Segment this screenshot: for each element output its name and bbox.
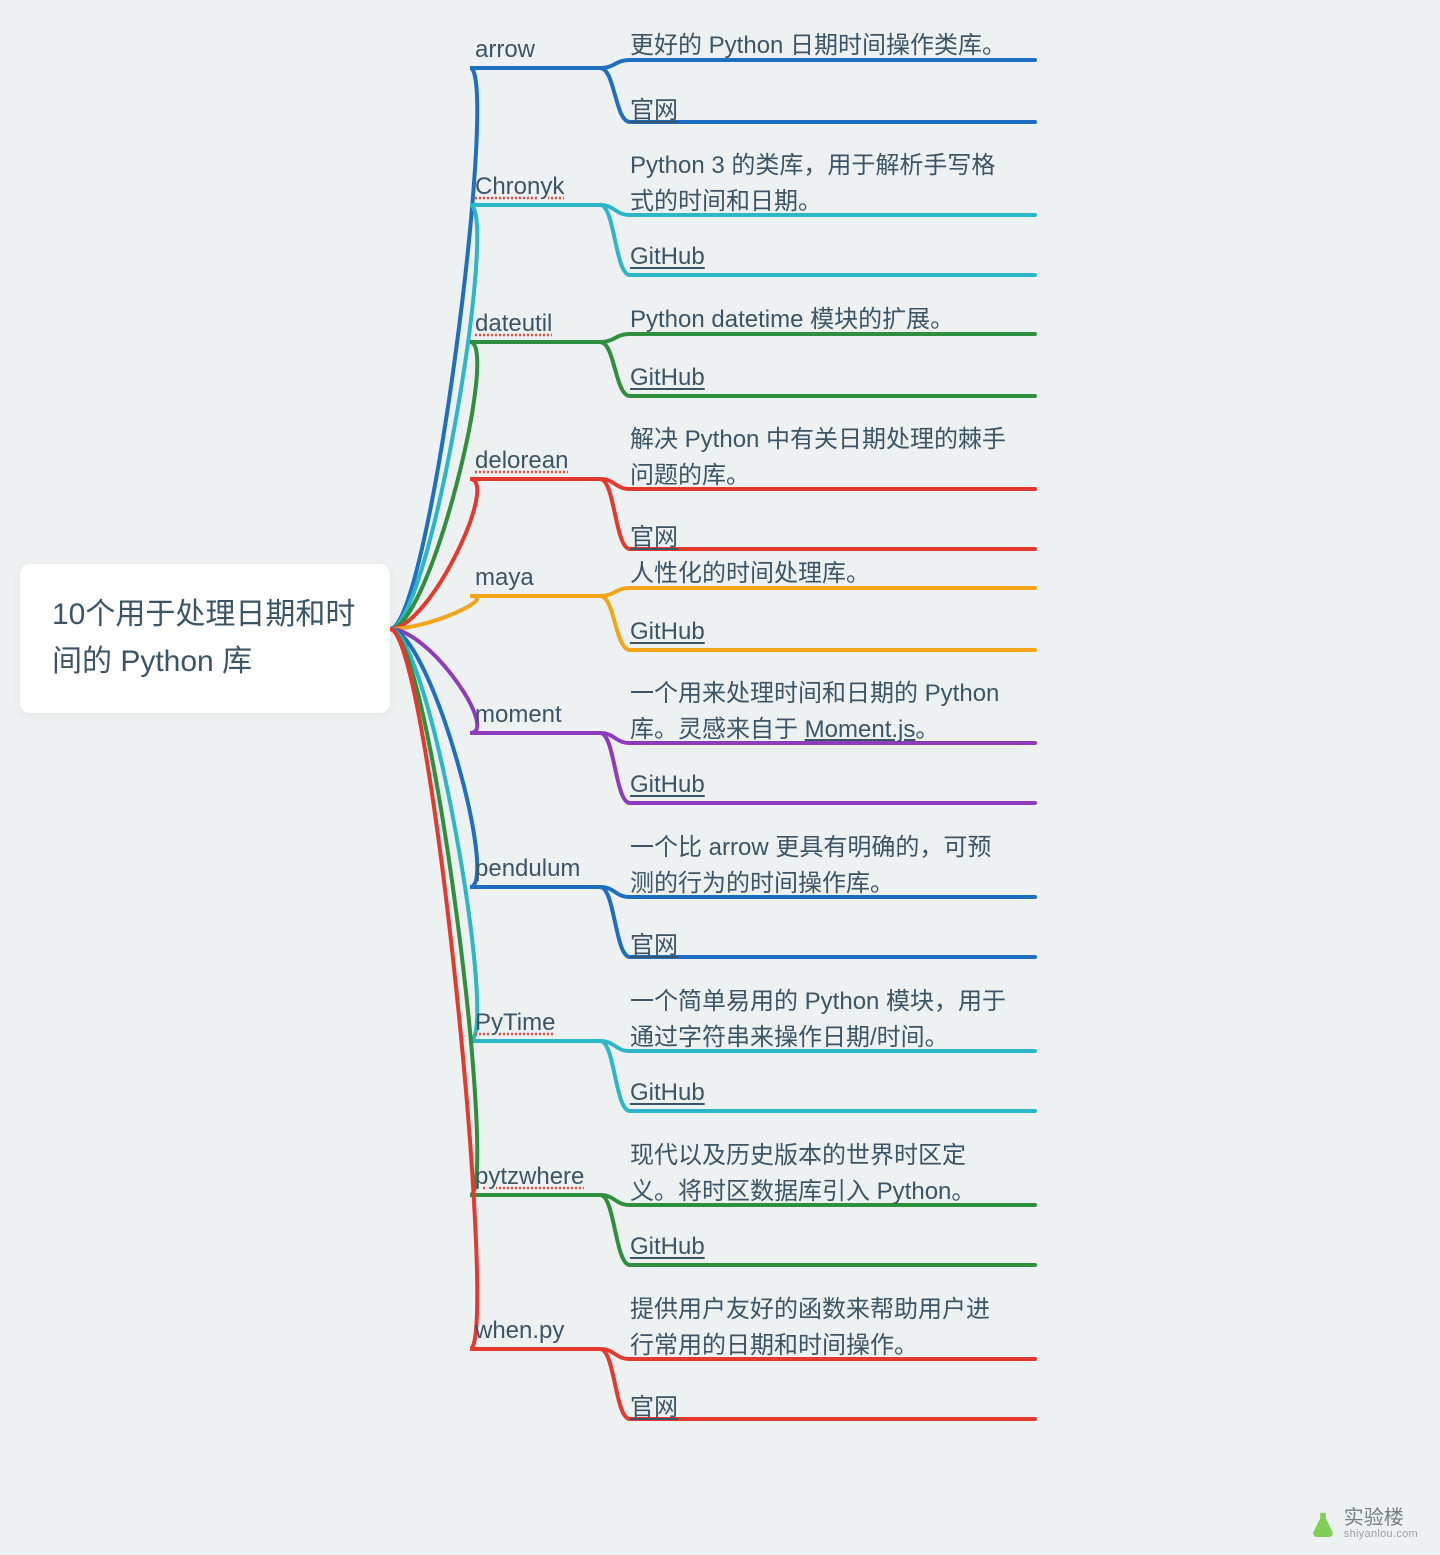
branch-label-pytzwhere: pytzwhere	[475, 1163, 584, 1191]
branch-desc: 解决 Python 中有关日期处理的棘手问题的库。	[630, 422, 1010, 494]
branch-desc: 一个简单易用的 Python 模块，用于通过字符串来操作日期/时间。	[630, 984, 1010, 1056]
branch-desc: 提供用户友好的函数来帮助用户进行常用的日期和时间操作。	[630, 1292, 1010, 1364]
branch-link[interactable]: GitHub	[630, 771, 705, 799]
branch-desc: 一个比 arrow 更具有明确的，可预测的行为的时间操作库。	[630, 830, 1010, 902]
branch-desc: Python 3 的类库，用于解析手写格式的时间和日期。	[630, 148, 1010, 220]
branch-label-arrow: arrow	[475, 36, 535, 64]
branch-label-when.py: when.py	[475, 1317, 564, 1345]
branch-desc: 人性化的时间处理库。	[630, 556, 870, 592]
branch-link[interactable]: GitHub	[630, 1233, 705, 1261]
branch-link[interactable]: 官网	[630, 90, 678, 125]
branch-desc: 现代以及历史版本的世界时区定义。将时区数据库引入 Python。	[630, 1138, 1010, 1210]
branch-link[interactable]: GitHub	[630, 243, 705, 271]
watermark-zh: 实验楼	[1344, 1508, 1418, 1529]
watermark-en: shiyanlou.com	[1344, 1529, 1418, 1541]
mindmap-canvas: 10个用于处理日期和时间的 Python 库 arrow 更好的 Python 日…	[0, 0, 1440, 1555]
branch-desc: Python datetime 模块的扩展。	[630, 302, 954, 338]
branch-label-chronyk: Chronyk	[475, 173, 564, 201]
branch-link[interactable]: 官网	[630, 925, 678, 960]
branch-link[interactable]: GitHub	[630, 1079, 705, 1107]
root-node: 10个用于处理日期和时间的 Python 库	[20, 564, 390, 713]
branch-link[interactable]: 官网	[630, 517, 678, 552]
branch-desc: 一个用来处理时间和日期的 Python 库。灵感来自于 Moment.js。	[630, 676, 1010, 748]
flask-icon	[1308, 1510, 1338, 1540]
branch-desc: 更好的 Python 日期时间操作类库。	[630, 28, 1006, 64]
branch-label-maya: maya	[475, 564, 534, 592]
branch-link[interactable]: GitHub	[630, 364, 705, 392]
branch-link[interactable]: 官网	[630, 1387, 678, 1422]
branch-link[interactable]: GitHub	[630, 618, 705, 646]
branch-label-delorean: delorean	[475, 447, 568, 475]
watermark: 实验楼 shiyanlou.com	[1308, 1508, 1418, 1541]
branch-label-pendulum: pendulum	[475, 855, 580, 883]
branch-label-moment: moment	[475, 701, 562, 729]
branch-label-dateutil: dateutil	[475, 310, 552, 338]
branch-label-pytime: PyTime	[475, 1009, 555, 1037]
